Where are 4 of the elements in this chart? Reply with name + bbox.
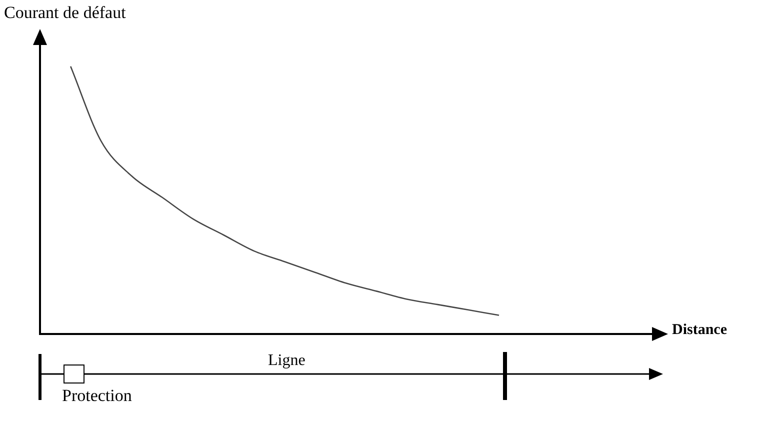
x-axis-title: Distance [672,322,727,339]
text: Ligne [268,352,306,370]
text: Protection [62,386,132,406]
y-axis-title: Courant de défaut [4,3,126,23]
